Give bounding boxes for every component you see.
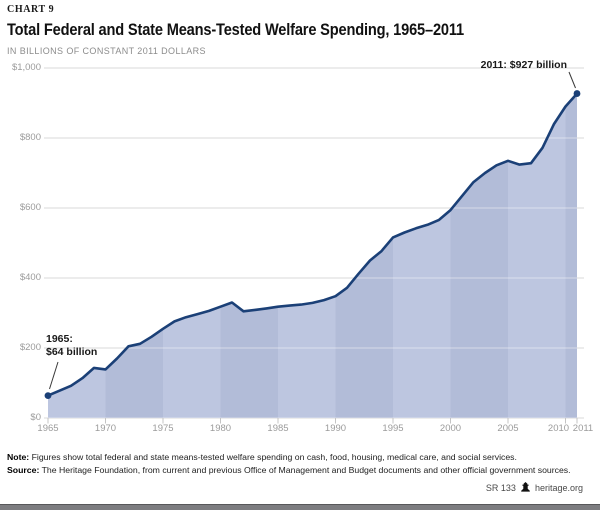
x-axis-tick-label: 1965 — [37, 423, 59, 434]
x-axis-tick-label: 2010 — [547, 423, 570, 434]
fill-band — [105, 93, 163, 418]
marker-1965 — [44, 392, 52, 399]
page-title: Total Federal and State Means-Tested Wel… — [7, 20, 465, 39]
bottom-divider-bar — [0, 504, 600, 510]
x-axis-tick-label: 1995 — [382, 423, 404, 434]
spending-area-chart — [44, 67, 584, 424]
area-fill-bands — [48, 93, 577, 418]
source-line: Source: The Heritage Foundation, from cu… — [7, 464, 593, 477]
x-axis-tick-label: 2000 — [439, 423, 462, 434]
report-id: SR 133 — [485, 482, 516, 493]
chart-header: CHART 9 Total Federal and State Means-Te… — [7, 4, 593, 56]
y-axis-tick-label: $600 — [19, 202, 41, 213]
chart-footnote: Note: Figures show total federal and sta… — [7, 451, 593, 476]
heritage-logo-icon — [521, 482, 530, 492]
x-axis-tick-label: 1975 — [152, 423, 174, 434]
y-axis-tick-label: $400 — [19, 272, 41, 283]
leader-line-2011 — [568, 71, 576, 89]
y-axis-tick-label: $200 — [19, 342, 41, 353]
annotation-1965-line1: 1965: — [46, 333, 73, 345]
x-axis-tick-label: 2005 — [497, 423, 519, 434]
x-axis-tick-label: 1985 — [267, 423, 289, 434]
note-text: Figures show total federal and state mea… — [29, 452, 517, 462]
x-axis-tick-label: 1980 — [209, 423, 232, 434]
fill-band — [450, 93, 508, 418]
x-axis-tick-label: 1970 — [94, 423, 117, 434]
fill-band — [335, 93, 393, 418]
spending-line — [46, 92, 579, 397]
y-axis-tick-label: $800 — [19, 132, 41, 143]
fill-band — [163, 93, 221, 418]
note-label: Note: — [7, 452, 30, 462]
x-axis-tick-label: 2011 — [572, 423, 594, 434]
annotation-2011: 2011: $927 billion — [480, 59, 567, 71]
fill-band — [565, 93, 577, 418]
source-label: Source: — [7, 464, 40, 475]
fill-band — [278, 93, 336, 418]
fill-band — [508, 93, 566, 418]
x-axis-tick-label: 1990 — [324, 423, 347, 434]
y-axis-tick-label: $1,000 — [11, 62, 41, 73]
source-text: The Heritage Foundation, from current an… — [39, 464, 571, 475]
fill-band — [48, 93, 106, 418]
annotation-1965-line2: $64 billion — [46, 346, 98, 358]
marker-2011 — [573, 90, 581, 97]
fill-band — [393, 93, 451, 418]
fill-band — [220, 93, 278, 418]
leader-line-1965 — [49, 361, 59, 390]
site-link[interactable]: heritage.org — [534, 482, 583, 493]
chart-subtitle: IN BILLIONS OF CONSTANT 2011 DOLLARS — [7, 46, 206, 56]
annotation-1965: 1965: $64 billion — [46, 333, 97, 359]
chart-number-label: CHART 9 — [7, 4, 55, 15]
note-line: Note: Figures show total federal and sta… — [7, 451, 593, 464]
credit-line: SR 133 heritage.org — [486, 482, 583, 493]
y-axis-tick-label: $0 — [30, 412, 41, 423]
